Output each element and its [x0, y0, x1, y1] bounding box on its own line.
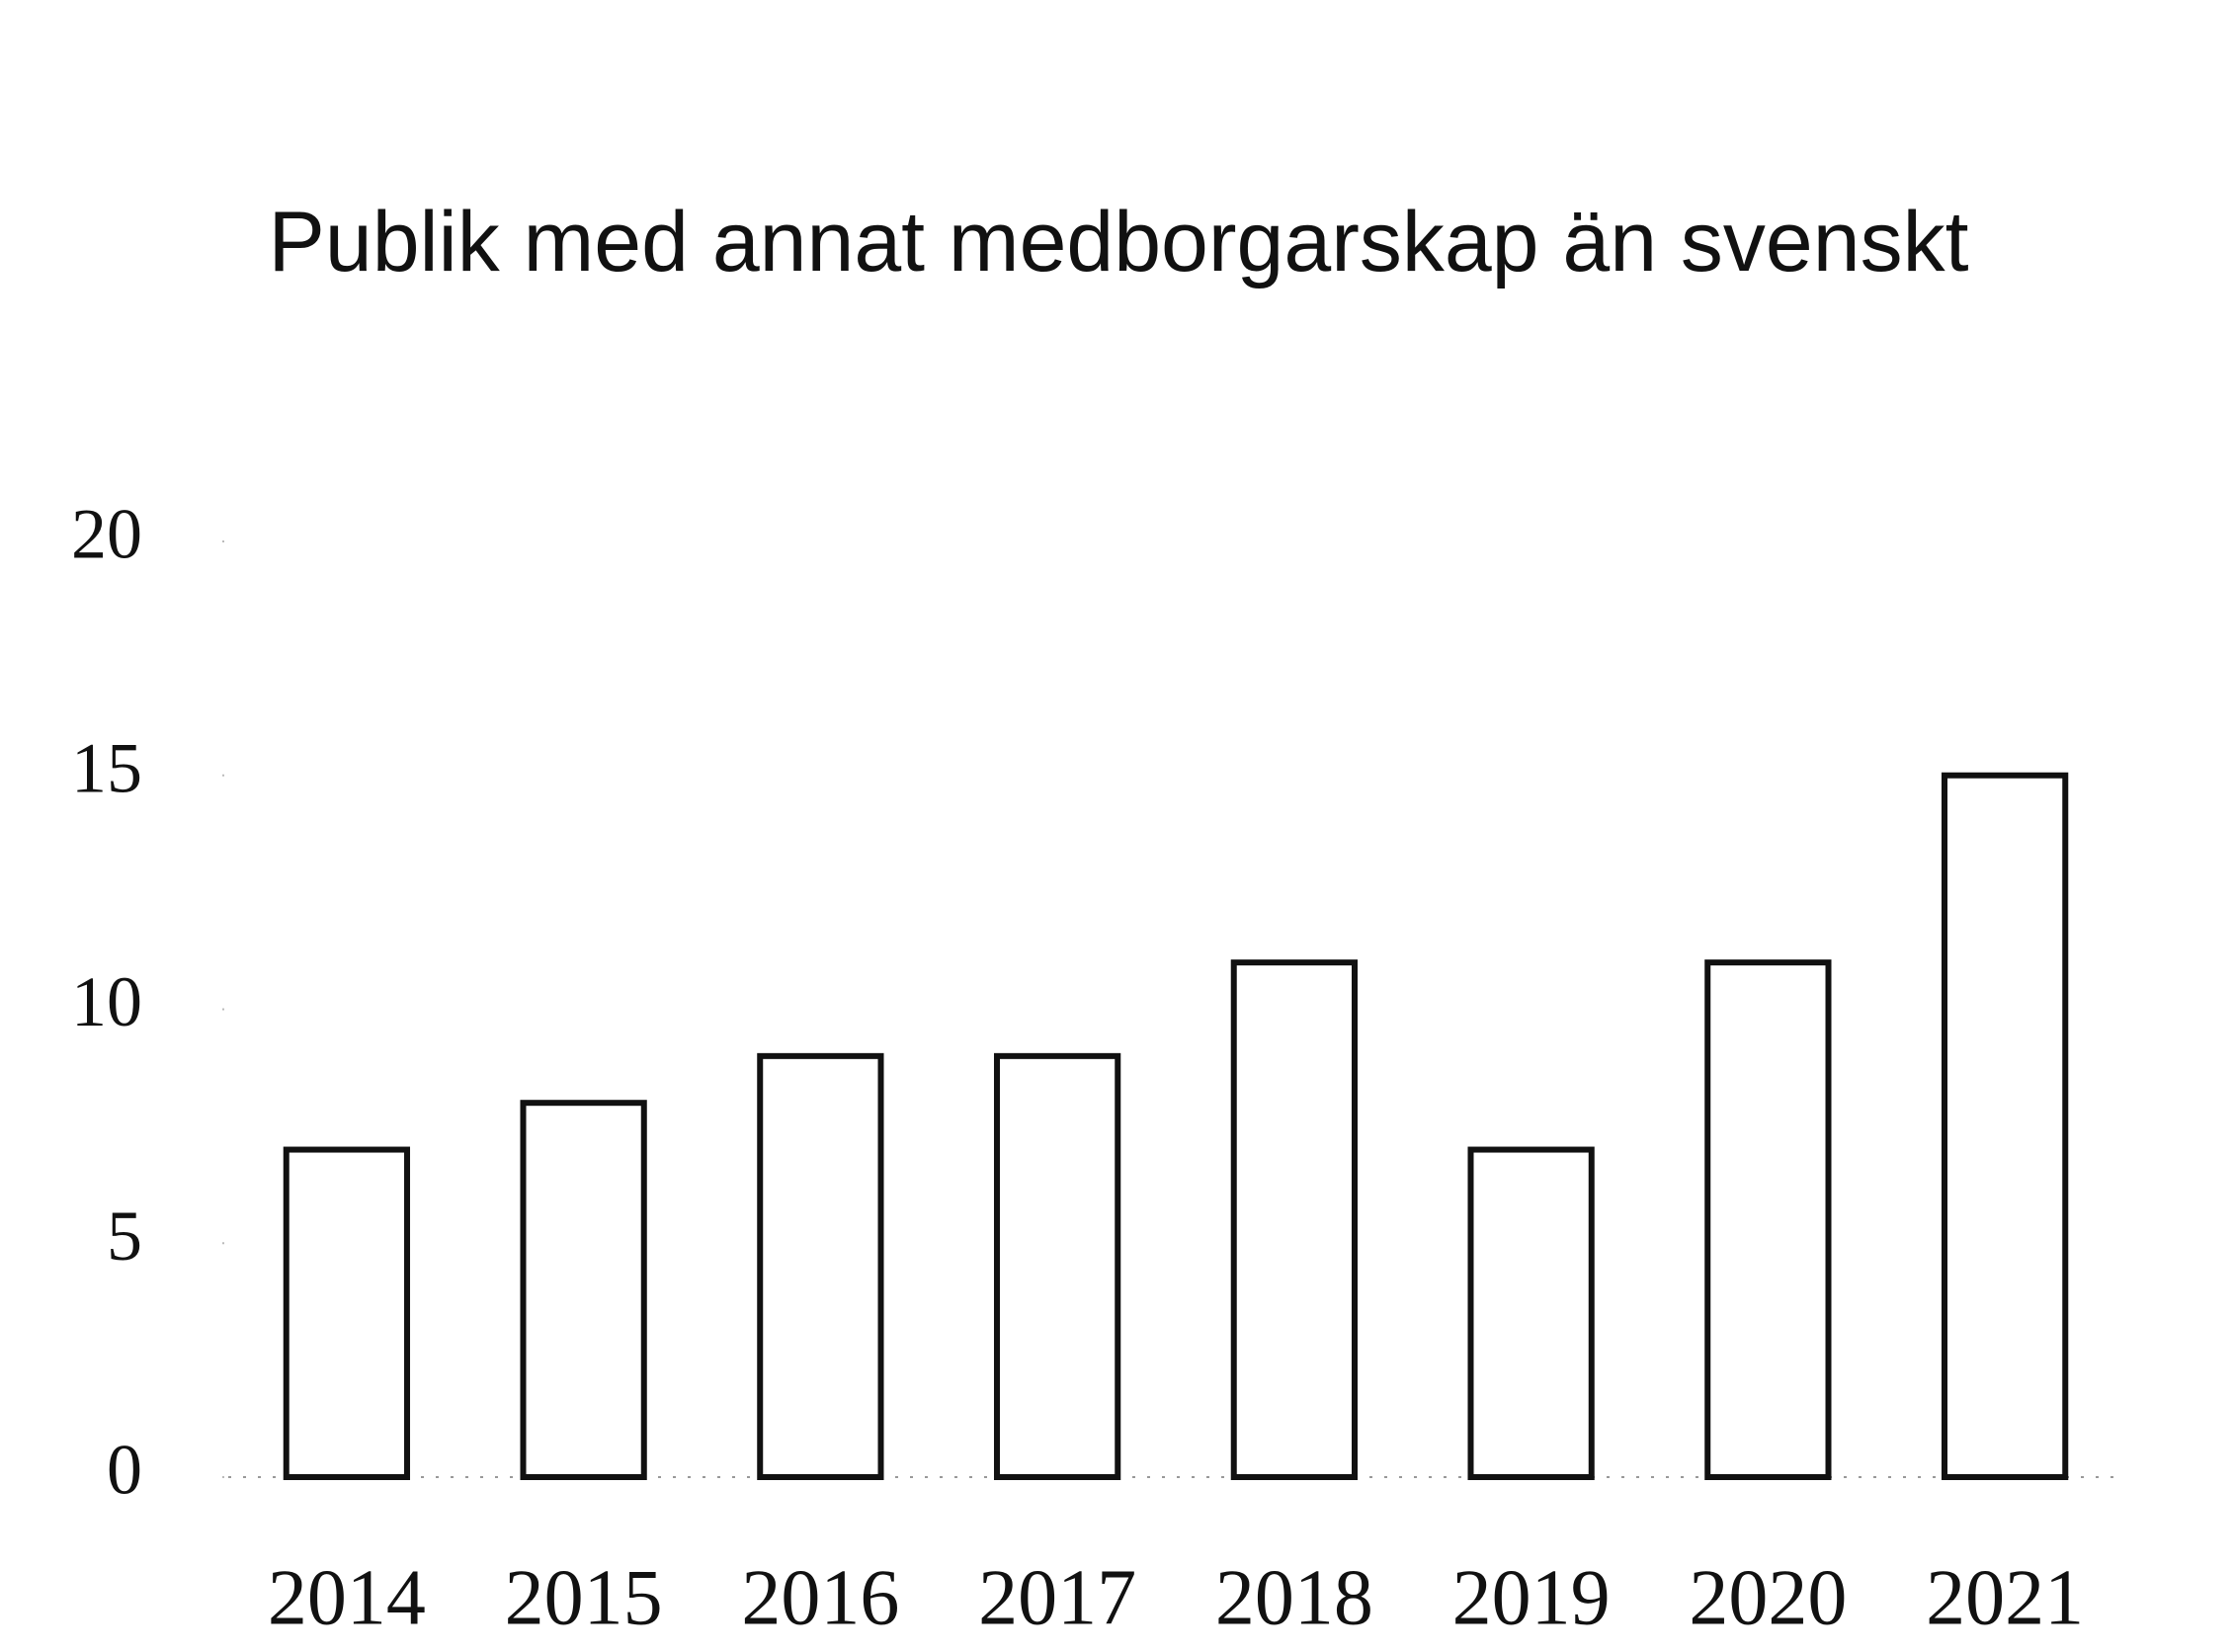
x-tick-label: 2020	[1689, 1554, 1847, 1641]
x-tick-label: 2016	[741, 1554, 899, 1641]
bar	[1230, 959, 1359, 1480]
bar	[1941, 772, 2069, 1480]
y-tick-label: 15	[71, 728, 142, 807]
bar	[1467, 1146, 1595, 1481]
bar	[757, 1052, 884, 1480]
x-tick-label: 2018	[1215, 1554, 1373, 1641]
x-tick-label: 2019	[1452, 1554, 1611, 1641]
bar	[993, 1052, 1121, 1480]
x-tick-label: 2021	[1926, 1554, 2084, 1641]
x-tick-label: 2014	[268, 1554, 426, 1641]
chart-title: Publik med annat medborgarskap än svensk…	[268, 195, 1969, 289]
x-tick-label: 2017	[978, 1554, 1136, 1641]
y-tick-label: 10	[71, 962, 142, 1041]
bar	[1704, 959, 1832, 1480]
bar	[283, 1146, 411, 1481]
x-tick-label: 2015	[505, 1554, 663, 1641]
bar	[520, 1100, 647, 1480]
y-tick-label: 0	[107, 1431, 142, 1510]
y-tick-label: 5	[107, 1197, 142, 1276]
y-tick-label: 20	[71, 495, 142, 574]
